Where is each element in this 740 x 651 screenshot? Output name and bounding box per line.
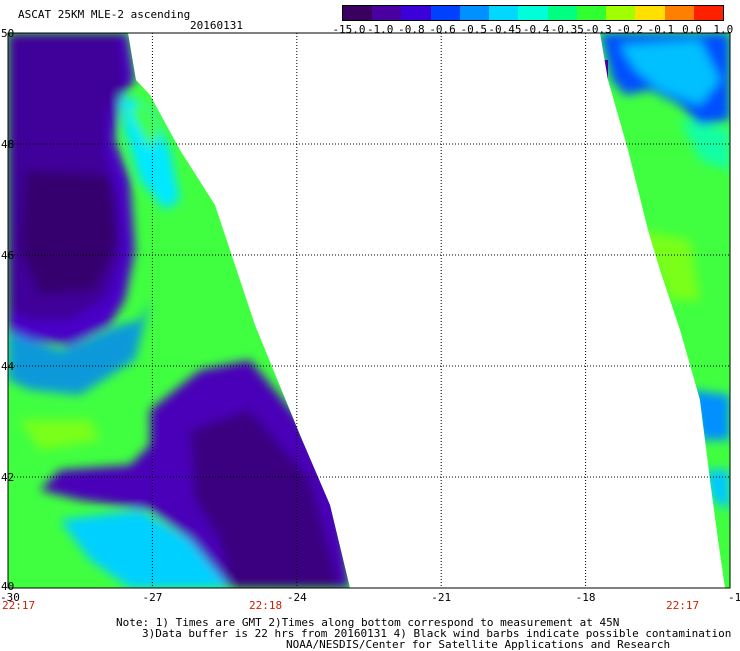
lon-tick-label: -27 xyxy=(142,591,162,604)
colorbar-segment xyxy=(372,6,402,20)
colorbar-segment xyxy=(693,6,724,20)
right-swath xyxy=(600,33,730,588)
colorbar-segment xyxy=(430,6,461,20)
product-date: 20160131 xyxy=(190,19,243,32)
product-title: ASCAT 25KM MLE-2 ascending xyxy=(18,8,191,21)
map-frame xyxy=(7,32,731,589)
colorbar-segment xyxy=(343,6,373,20)
lon-tick-label: -24 xyxy=(287,591,307,604)
colorbar-segment xyxy=(606,6,636,20)
colorbar-frame xyxy=(342,5,724,21)
lat-tick-label: 50 xyxy=(1,27,14,40)
time-label-left: 22:17 xyxy=(2,599,36,612)
lat-lon-grid xyxy=(8,33,730,588)
lon-tick-label: -18 xyxy=(576,591,596,604)
colorbar-segment xyxy=(547,6,578,20)
axis-labels: -30 -27 -24 -21 -18 -15 50 48 46 44 42 40 xyxy=(0,27,740,604)
colorbar-segment xyxy=(459,6,490,20)
time-label-right: 22:17 xyxy=(666,599,700,612)
note-line-2: 3)Data buffer is 22 hrs from 20160131 4)… xyxy=(142,627,732,640)
time-label-center: 22:18 xyxy=(249,599,283,612)
colorbar-segment xyxy=(664,6,695,20)
colorbar-segment xyxy=(635,6,666,20)
colorbar-segment xyxy=(489,6,519,20)
colorbar-segment xyxy=(518,6,549,20)
note-line-1: Note: 1) Times are GMT 2)Times along bot… xyxy=(116,616,620,629)
lon-tick-label: -15 xyxy=(728,591,740,604)
lat-tick-label: 46 xyxy=(1,249,14,262)
lat-tick-label: 44 xyxy=(1,360,15,373)
colorbar-segment xyxy=(401,6,432,20)
note-line-3: NOAA/NESDIS/Center for Satellite Applica… xyxy=(286,638,671,651)
lon-tick-label: -30 xyxy=(0,591,20,604)
lat-tick-label: 48 xyxy=(1,138,14,151)
lat-tick-label: 40 xyxy=(1,580,14,593)
colorbar-segment xyxy=(576,6,607,20)
left-swath xyxy=(8,33,350,588)
lat-tick-label: 42 xyxy=(1,471,14,484)
lon-tick-label: -21 xyxy=(431,591,451,604)
